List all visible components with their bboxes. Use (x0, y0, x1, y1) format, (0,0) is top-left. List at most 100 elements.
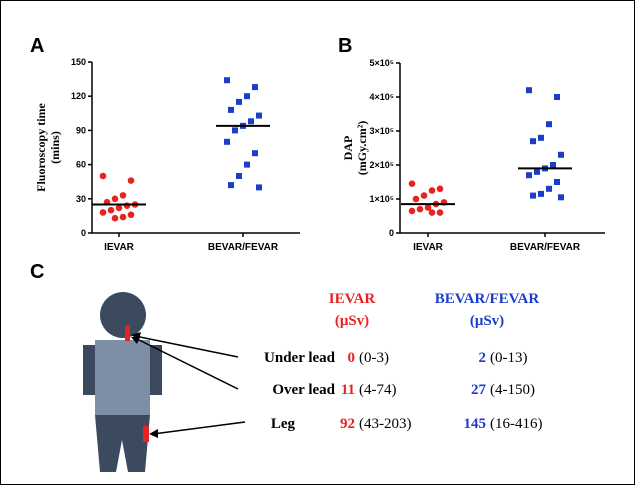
data-point (530, 192, 536, 199)
y-tick-label: 0 (389, 228, 394, 238)
arrows (134, 335, 246, 435)
bevar-range: (0-13) (490, 350, 528, 366)
person-legs (95, 415, 150, 472)
data-point (558, 194, 564, 201)
data-point (224, 77, 230, 84)
data-point (554, 179, 560, 185)
data-point (236, 98, 242, 105)
data-point (526, 87, 532, 94)
data-point (228, 182, 234, 189)
person-torso (95, 340, 150, 415)
y-tick-label: 60 (76, 160, 86, 170)
column-header: IEVAR (329, 291, 376, 307)
y-tick-label: 4×10⁵ (370, 92, 395, 102)
x-tick-label: IEVAR (413, 242, 444, 253)
x-tick-label: IEVAR (104, 242, 135, 253)
data-point (111, 195, 119, 203)
y-axis-label: (mins) (48, 131, 62, 164)
person-head (100, 292, 146, 338)
data-point (534, 168, 540, 175)
data-point (416, 205, 424, 213)
column-header: BEVAR/FEVAR (435, 291, 540, 307)
arrowheads (131, 332, 158, 438)
data-point (420, 192, 428, 199)
data-point (127, 211, 135, 219)
x-tick-label: BEVAR/FEVAR (208, 242, 279, 253)
panel-letter: B (338, 35, 352, 57)
bevar-range: (4-150) (490, 382, 535, 398)
row-label: Over lead (272, 382, 335, 398)
y-axis-label: DAP (341, 136, 355, 161)
data-point (526, 172, 532, 179)
data-point (123, 202, 131, 209)
person-arm (83, 345, 95, 395)
data-point (127, 177, 135, 184)
y-tick-label: 2×10⁵ (370, 160, 395, 170)
person-arm (150, 345, 162, 395)
y-tick-label: 1×10⁵ (370, 194, 395, 204)
data-point (554, 94, 560, 100)
data-point (99, 209, 107, 216)
data-point (252, 150, 258, 157)
panel-letter: C (30, 261, 44, 283)
data-point (244, 93, 250, 100)
panel-c: C IEVAR(μSv)BEVAR/FEVAR(μSv)Under lead 0(… (30, 261, 543, 472)
data-point (412, 195, 420, 203)
data-point (111, 214, 119, 222)
dosimeter (143, 426, 149, 442)
data-point (232, 127, 238, 134)
data-point (228, 106, 234, 113)
data-point (428, 209, 436, 216)
ievar-value: 0 (348, 350, 356, 366)
data-point (546, 121, 552, 128)
data-point (99, 172, 107, 180)
data-point (538, 134, 544, 141)
data-point (256, 112, 262, 119)
data-point (244, 161, 250, 168)
data-point (428, 187, 436, 194)
dosimeter (125, 325, 130, 341)
data-point (546, 185, 552, 192)
x-tick-label: BEVAR/FEVAR (510, 242, 581, 253)
column-header: (μSv) (470, 313, 504, 329)
data-point (236, 173, 242, 179)
ievar-range: (43-203) (359, 416, 412, 432)
y-tick-label: 30 (76, 194, 86, 204)
data-point (424, 204, 432, 211)
data-point (252, 84, 258, 91)
y-tick-label: 150 (71, 57, 86, 67)
bevar-value: 27 (471, 382, 487, 398)
y-tick-label: 90 (76, 125, 86, 135)
bevar-value: 2 (479, 350, 487, 366)
data-point (530, 138, 536, 145)
data-point (115, 204, 123, 212)
row-label: Under lead (264, 350, 336, 366)
data-point (408, 180, 416, 187)
data-point (119, 213, 127, 221)
data-point (436, 209, 444, 216)
y-tick-label: 120 (71, 91, 86, 101)
row-label: Leg (271, 416, 296, 432)
bevar-range: (16-416) (490, 416, 543, 432)
ievar-value: 11 (341, 382, 355, 398)
data-point (256, 184, 262, 191)
data-point (224, 138, 230, 145)
data-point (550, 162, 556, 168)
y-axis-label: (mGy.cm²) (355, 121, 369, 176)
data-point (107, 206, 115, 214)
y-tick-label: 5×10⁵ (370, 58, 395, 68)
panel-letter: A (30, 35, 44, 57)
ievar-value: 92 (340, 416, 355, 432)
data-point (558, 151, 564, 158)
data-point (248, 118, 254, 125)
y-axis-label: Fluoroscopy time (34, 102, 48, 191)
data-point (408, 207, 416, 215)
y-tick-label: 3×10⁵ (370, 126, 395, 136)
bevar-value: 145 (464, 416, 487, 432)
column-header: (μSv) (335, 313, 369, 329)
ievar-range: (4-74) (359, 382, 397, 398)
ievar-range: (0-3) (359, 350, 389, 366)
data-point (538, 190, 544, 197)
data-point (119, 192, 127, 199)
